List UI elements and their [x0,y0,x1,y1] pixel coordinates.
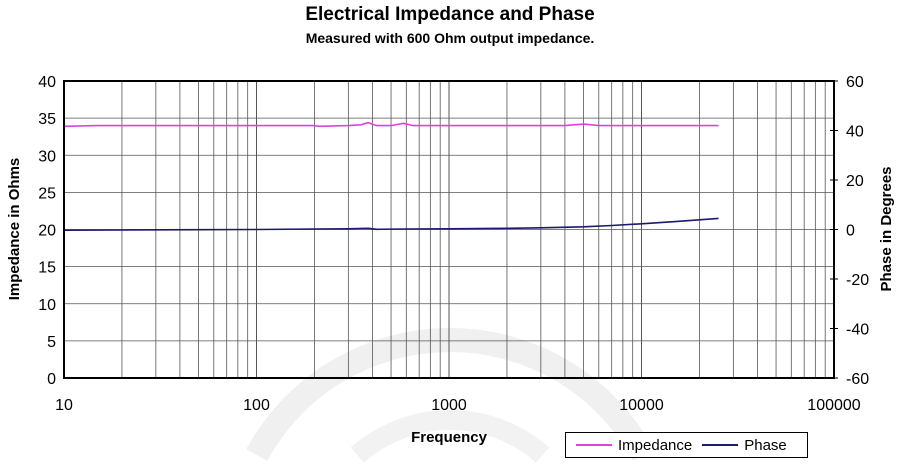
legend-label-impedance: Impedance [618,436,693,454]
y2-tick-label: 40 [846,124,864,141]
data-point-impedance [717,124,719,127]
legend-label-phase: Phase [744,436,787,454]
data-point-phase [717,217,719,219]
data-point-phase [540,227,542,229]
data-point-impedance [582,123,585,125]
y-tick-label: 5 [47,334,56,351]
x-axis-label: Frequency [411,429,488,446]
data-point-phase [255,228,258,231]
data-point-phase [405,228,407,230]
y2-tick-label: 60 [846,74,864,91]
data-point-impedance [412,124,414,127]
y-tick-label: 15 [38,260,56,277]
data-point-impedance [402,122,405,124]
data-point-phase [197,229,200,231]
data-point-phase [448,228,450,230]
data-point-impedance [121,124,123,127]
data-point-impedance [197,124,200,127]
data-point-impedance [360,124,362,126]
y2-tick-label: -40 [846,322,869,339]
data-point-impedance [367,121,369,124]
chart-subtitle: Measured with 600 Ohm output impedance. [305,30,595,46]
chart-title: Electrical Impedance and Phase [305,4,595,25]
y-axis-label: Impedance in Ohms [6,158,23,301]
data-point-phase [367,227,369,229]
y-tick-label: 35 [38,111,56,128]
x-tick-label: 1000 [431,397,467,414]
y-tick-label: 10 [38,297,56,314]
data-point-impedance [317,125,320,127]
data-point-phase [347,228,349,230]
data-point-impedance [347,124,349,127]
legend-swatch-phase [702,444,739,446]
data-point-impedance [506,124,508,127]
y-tick-label: 25 [38,185,56,202]
y-tick-label: 40 [38,74,56,91]
y2-tick-label: -20 [846,272,869,289]
x-tick-label: 10 [55,397,73,414]
data-point-impedance [255,124,258,127]
watermark [246,328,654,463]
data-point-impedance [564,124,566,127]
y2-tick-label: -60 [846,371,869,388]
legend-swatch-impedance [576,444,612,446]
data-point-phase [506,227,508,229]
x-tick-label: 100000 [807,397,860,414]
data-point-impedance [375,124,378,127]
y2-axis-label: Phase in Degrees [878,166,895,291]
data-point-phase [640,223,643,225]
y2-tick-label: 0 [846,223,855,240]
legend: Impedance Phase [565,432,808,458]
data-point-impedance [313,124,316,127]
data-point-phase [313,228,316,230]
y-tick-label: 20 [38,223,56,240]
series-line-impedance [63,121,719,128]
series-line-phase [63,217,719,231]
data-point-impedance [640,124,643,127]
y-tick-label: 0 [47,371,56,388]
data-point-impedance [598,124,600,127]
data-point-impedance [390,124,392,127]
data-point-impedance [448,124,450,127]
data-point-phase [611,224,613,227]
watermark-arc-outer [246,328,654,461]
x-tick-label: 10000 [619,397,664,414]
data-point-phase [375,228,378,230]
watermark-arc-inner [350,410,550,463]
x-tick-label: 100 [243,397,270,414]
data-point-impedance [97,124,99,127]
data-point-impedance [698,124,701,127]
data-point-phase [582,226,585,228]
data-point-phase [121,229,123,231]
y-tick-label: 30 [38,148,56,165]
data-point-phase [674,220,676,223]
y2-tick-label: 20 [846,173,864,190]
data-point-phase [698,219,701,221]
